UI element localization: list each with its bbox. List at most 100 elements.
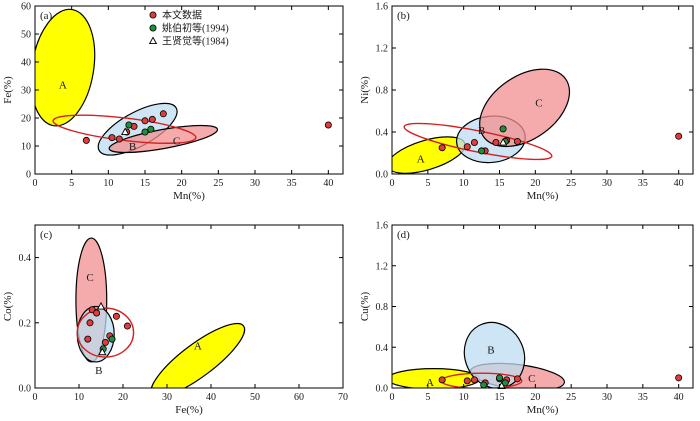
region-label-a: A	[426, 377, 434, 389]
x-tick-label: 20	[118, 392, 128, 403]
data-point-red	[82, 136, 90, 144]
data-point-red	[159, 110, 167, 118]
panel-tag: (d)	[397, 229, 410, 241]
region-label-a: A	[194, 341, 202, 353]
data-point-red	[513, 375, 521, 383]
data-point-red	[463, 377, 471, 385]
panel-b: A B C 0 5 10 15 20 25 30 35 40 0.0 0.4 0.8 1.2 1.6 Mn(%) N…	[359, 2, 694, 202]
legend-marker	[149, 24, 157, 32]
region-label-c: C	[535, 98, 542, 110]
y-tick-label: 1.6	[376, 221, 389, 232]
data-point-green	[147, 125, 155, 133]
y-tick-label: 0.8	[376, 302, 389, 313]
sample-range-outline	[403, 122, 553, 161]
x-axis-label: Fe(%)	[175, 404, 203, 416]
x-tick-label: 35	[287, 178, 297, 189]
y-tick-label: 30	[21, 86, 31, 97]
data-point-red	[86, 319, 94, 327]
x-tick-label: 25	[566, 178, 576, 189]
x-tick-label: 0	[390, 178, 395, 189]
data-point-green	[499, 125, 507, 133]
region-label-c: C	[528, 373, 535, 385]
data-point-red	[324, 121, 332, 129]
region-label-b: B	[478, 125, 485, 137]
region-label-b: B	[487, 344, 494, 356]
legend-entry: 姚伯初等(1994)	[162, 22, 229, 35]
y-tick-label: 1.2	[376, 44, 389, 55]
region-label-a: A	[59, 79, 67, 91]
region-a-ellipse	[392, 136, 466, 174]
x-tick-label: 60	[294, 392, 304, 403]
data-point-green	[141, 128, 149, 136]
x-tick-label: 30	[162, 392, 172, 403]
region-label-b: B	[95, 365, 102, 377]
data-point-triangle	[96, 301, 106, 310]
x-axis-label: Mn(%)	[527, 190, 559, 202]
plot-area-b	[392, 68, 571, 174]
data-point-green	[125, 121, 133, 129]
panel-c: C B A 0 10 20 30 40 50 60 70 0.0 0.2 0.4 Fe(%) Co(%) (c)	[2, 224, 348, 416]
x-tick-label: 15	[495, 392, 505, 403]
y-tick-label: 0.4	[376, 128, 389, 139]
legend-marker	[148, 36, 158, 45]
data-point-red	[675, 132, 683, 140]
data-point-red	[141, 117, 149, 125]
data-point-green	[478, 147, 486, 155]
data-point-red	[438, 376, 446, 384]
x-tick-label: 30	[602, 392, 612, 403]
data-point-triangle	[121, 127, 130, 136]
region-label-c: C	[173, 135, 180, 147]
panel-a: A B C 0 5 10 15 20 25 30 35 40 0 10 20 30 40 50 60 Mn(%) Fe(…	[2, 2, 344, 202]
x-tick-label: 25	[566, 392, 576, 403]
y-axis-label: Cu(%)	[359, 292, 371, 322]
data-point-green	[108, 335, 116, 343]
x-tick-label: 35	[638, 392, 648, 403]
panel-tag: (c)	[40, 229, 53, 241]
y-tick-label: 0.0	[376, 170, 389, 181]
data-point-triangle	[98, 347, 107, 356]
plot-area-c	[75, 237, 246, 388]
legend-marker	[149, 11, 157, 19]
data-point-red	[492, 138, 500, 146]
legend-entry: 王贤觉等(1984)	[162, 35, 229, 48]
y-tick-label: 20	[21, 114, 31, 125]
x-tick-label: 40	[323, 178, 333, 189]
y-tick-label: 0	[26, 170, 31, 181]
region-label-c: C	[86, 272, 93, 284]
region-a-ellipse	[150, 322, 246, 388]
panel-tag: (a)	[40, 10, 53, 22]
x-tick-label: 15	[140, 178, 150, 189]
x-tick-label: 0	[33, 392, 38, 403]
data-point-red	[463, 143, 471, 151]
x-tick-label: 35	[638, 178, 648, 189]
y-tick-label: 0.0	[19, 384, 32, 395]
x-axis-label: Mn(%)	[173, 190, 205, 202]
data-point-red	[148, 115, 156, 123]
data-point-red	[101, 338, 109, 346]
sample-range-outline	[52, 114, 197, 144]
x-tick-label: 70	[338, 392, 348, 403]
y-tick-label: 0.8	[376, 86, 389, 97]
x-tick-label: 15	[495, 178, 505, 189]
plot-area-d	[392, 321, 566, 388]
x-tick-label: 10	[74, 392, 84, 403]
x-tick-label: 10	[459, 178, 469, 189]
y-tick-label: 40	[21, 58, 31, 69]
data-point-triangle	[498, 137, 508, 146]
panel-d: A C B 0 5 10 15 20 25 30 35 40 0.0 0.4 0.8 1.2 1.6 Mn(%) C…	[359, 221, 694, 416]
data-point-green	[480, 381, 488, 389]
y-tick-label: 0.2	[19, 318, 32, 329]
data-point-red	[470, 138, 478, 146]
plot-frame-d	[391, 224, 694, 389]
data-point-red	[513, 137, 521, 145]
sample-range-outline	[76, 307, 135, 358]
x-tick-label: 10	[103, 178, 113, 189]
x-tick-label: 30	[250, 178, 260, 189]
x-tick-label: 40	[674, 392, 684, 403]
data-point-red	[115, 135, 123, 143]
y-tick-label: 0.0	[376, 384, 389, 395]
y-axis-label: Co(%)	[2, 292, 14, 322]
x-tick-label: 20	[530, 178, 540, 189]
panel-tag: (b)	[397, 10, 410, 22]
